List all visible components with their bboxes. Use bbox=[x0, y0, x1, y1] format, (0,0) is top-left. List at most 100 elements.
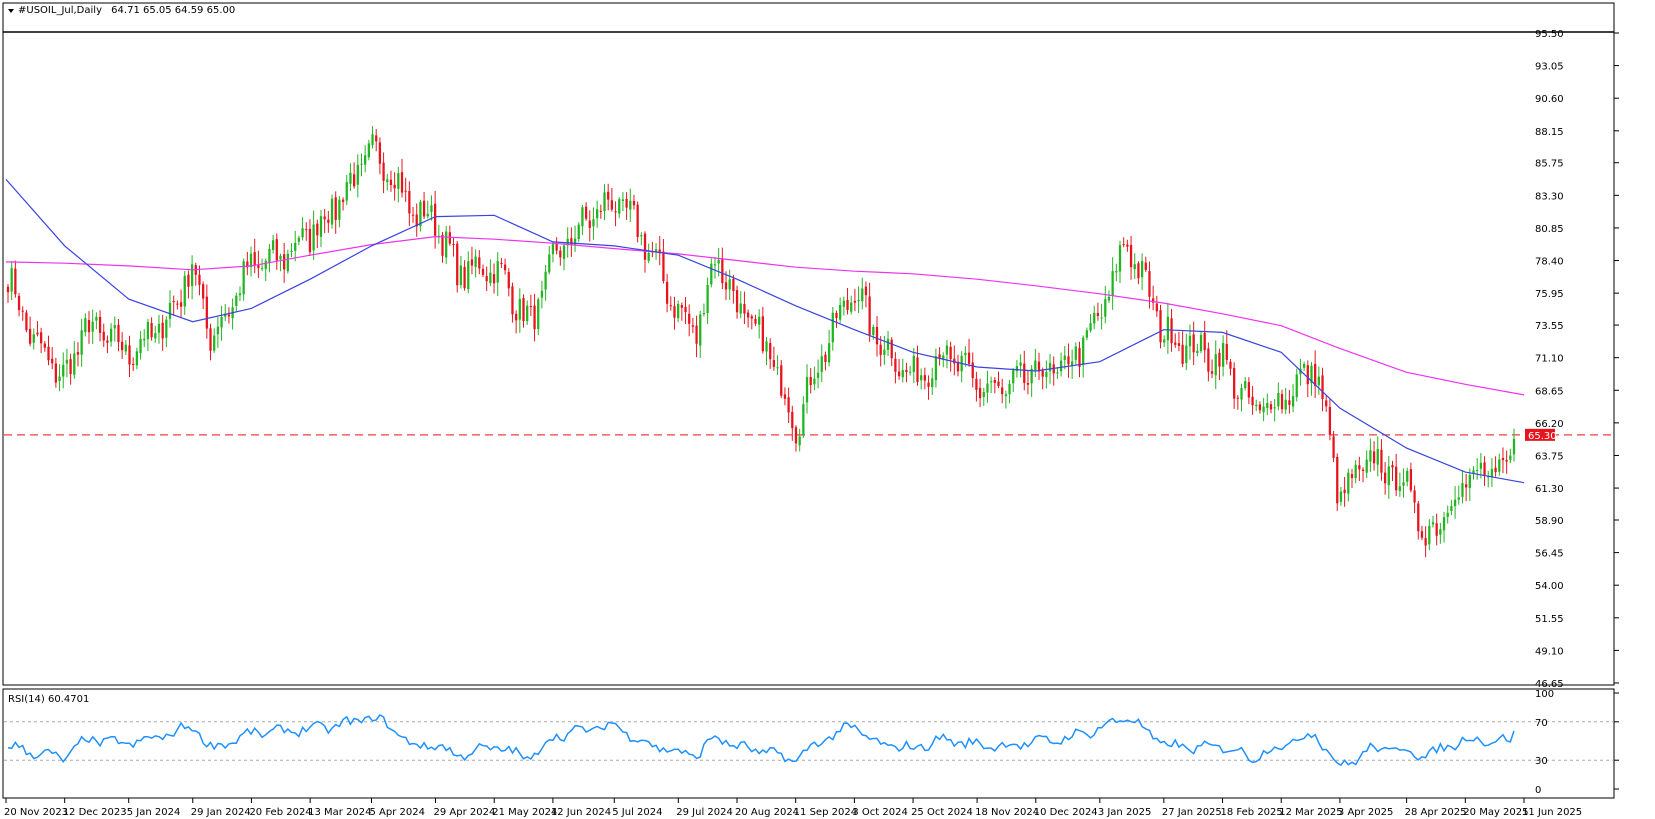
bull-candle bbox=[62, 364, 65, 377]
price-tick-label: 80.85 bbox=[1535, 224, 1564, 235]
bear-candle bbox=[732, 278, 735, 292]
bull-candle bbox=[1048, 362, 1052, 372]
bear-candle bbox=[176, 303, 179, 305]
bear-candle bbox=[25, 312, 28, 331]
bear-candle bbox=[529, 306, 533, 308]
time-tick-label: 3 Apr 2025 bbox=[1338, 807, 1393, 818]
bear-candle bbox=[864, 286, 868, 296]
bear-candle bbox=[1159, 310, 1162, 343]
bear-candle bbox=[389, 179, 393, 185]
bull-candle bbox=[146, 322, 150, 340]
time-tick-label: 12 Dec 2023 bbox=[63, 807, 127, 818]
bull-candle bbox=[908, 371, 912, 373]
bear-candle bbox=[492, 274, 496, 284]
bull-candle bbox=[95, 316, 98, 321]
bull-candle bbox=[367, 143, 370, 158]
bull-candle bbox=[1398, 486, 1401, 492]
bull-candle bbox=[1310, 365, 1313, 384]
bear-candle bbox=[905, 369, 908, 373]
bull-candle bbox=[1118, 245, 1122, 272]
bear-candle bbox=[669, 305, 672, 307]
bear-candle bbox=[500, 262, 503, 265]
bear-candle bbox=[98, 316, 102, 333]
bear-candle bbox=[923, 375, 926, 381]
bear-candle bbox=[721, 258, 724, 284]
bull-candle bbox=[1277, 392, 1280, 407]
time-tick-label: 29 Jul 2024 bbox=[676, 807, 733, 818]
bull-candle bbox=[264, 260, 267, 269]
rsi-panel-frame bbox=[2, 688, 1615, 799]
price-tick-label: 73.55 bbox=[1535, 321, 1564, 332]
bull-candle bbox=[699, 314, 702, 346]
bull-candle bbox=[1468, 474, 1471, 488]
bear-candle bbox=[21, 310, 24, 312]
bear-candle bbox=[724, 282, 728, 290]
bear-candle bbox=[1420, 531, 1424, 538]
bull-candle bbox=[820, 356, 823, 372]
bear-candle bbox=[470, 259, 474, 266]
bear-candle bbox=[625, 198, 628, 208]
price-tick-label: 58.90 bbox=[1535, 516, 1564, 527]
bear-candle bbox=[481, 268, 485, 275]
bull-candle bbox=[496, 261, 499, 283]
bull-candle bbox=[537, 299, 540, 329]
bull-candle bbox=[1196, 350, 1199, 354]
dropdown-triangle-icon[interactable] bbox=[8, 9, 14, 13]
bear-candle bbox=[323, 216, 326, 220]
bull-candle bbox=[982, 392, 985, 397]
bear-candle bbox=[897, 371, 901, 377]
time-tick-label: 12 Mar 2025 bbox=[1279, 807, 1342, 818]
bull-candle bbox=[338, 199, 341, 220]
bull-candle bbox=[1479, 462, 1483, 469]
bull-candle bbox=[84, 318, 87, 333]
time-tick-label: 5 Apr 2024 bbox=[369, 807, 424, 818]
bear-candle bbox=[967, 352, 971, 364]
bear-candle bbox=[794, 427, 798, 444]
current-price-badge bbox=[1525, 428, 1555, 441]
bear-candle bbox=[971, 362, 974, 379]
price-tick-label: 51.55 bbox=[1535, 614, 1564, 625]
bull-candle bbox=[1063, 355, 1066, 361]
bull-candle bbox=[1185, 345, 1188, 364]
bull-candle bbox=[1472, 470, 1475, 474]
bull-candle bbox=[1402, 482, 1405, 486]
price-tick-label: 46.65 bbox=[1535, 679, 1564, 690]
bear-candle bbox=[375, 135, 378, 142]
bull-candle bbox=[1244, 381, 1247, 389]
bear-candle bbox=[334, 197, 337, 220]
bull-candle bbox=[518, 298, 521, 320]
bear-candle bbox=[463, 267, 466, 289]
bull-candle bbox=[238, 293, 242, 296]
bear-candle bbox=[894, 358, 897, 372]
bear-candle bbox=[1483, 462, 1486, 477]
bear-candle bbox=[1203, 332, 1206, 351]
bear-candle bbox=[1225, 343, 1228, 360]
bull-candle bbox=[986, 383, 989, 393]
bull-candle bbox=[474, 256, 477, 267]
bear-candle bbox=[875, 326, 879, 345]
bear-candle bbox=[1236, 397, 1239, 399]
bear-candle bbox=[673, 306, 676, 318]
bull-candle bbox=[386, 179, 389, 183]
time-tick-label: 29 Apr 2024 bbox=[434, 807, 496, 818]
bear-candle bbox=[632, 200, 636, 206]
bear-candle bbox=[507, 272, 510, 289]
bear-candle bbox=[246, 261, 249, 268]
bull-candle bbox=[224, 313, 227, 317]
bear-candle bbox=[997, 381, 1000, 387]
bear-candle bbox=[275, 239, 278, 261]
bull-candle bbox=[1163, 339, 1166, 343]
bear-candle bbox=[102, 331, 105, 341]
bull-candle bbox=[1431, 522, 1435, 525]
bull-candle bbox=[1376, 449, 1379, 465]
bear-candle bbox=[128, 345, 131, 365]
time-tick-label: 27 Jan 2025 bbox=[1162, 807, 1222, 818]
bear-candle bbox=[754, 318, 757, 324]
bear-candle bbox=[1023, 363, 1026, 383]
bull-candle bbox=[1406, 470, 1409, 482]
bull-candle bbox=[1476, 470, 1479, 472]
bull-candle bbox=[249, 253, 253, 268]
bull-candle bbox=[216, 326, 220, 335]
bull-candle bbox=[419, 201, 422, 227]
